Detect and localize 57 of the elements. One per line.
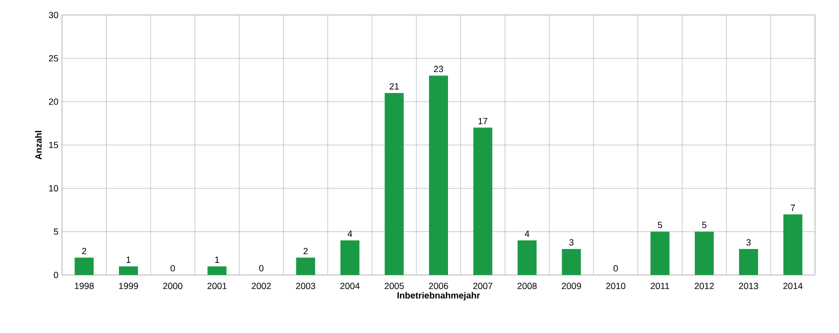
x-tick-label: 2009 bbox=[562, 282, 581, 290]
data-label: 3 bbox=[746, 239, 751, 246]
bar bbox=[208, 266, 227, 275]
bar bbox=[739, 249, 758, 275]
data-label: 17 bbox=[478, 118, 488, 124]
x-tick-label: 2003 bbox=[296, 282, 316, 290]
x-tick-label: 2005 bbox=[384, 282, 404, 290]
y-axis-title: Anzahl bbox=[35, 130, 42, 160]
y-tick-label: 30 bbox=[48, 12, 58, 18]
x-tick-label: 2014 bbox=[783, 282, 803, 290]
bar bbox=[118, 266, 138, 275]
x-tick-label: 2010 bbox=[606, 282, 626, 290]
x-tick-label: 2001 bbox=[208, 282, 227, 290]
data-label: 5 bbox=[658, 222, 662, 228]
bar bbox=[296, 258, 316, 275]
data-label: 3 bbox=[569, 239, 574, 246]
data-label: 2 bbox=[82, 248, 86, 254]
bar bbox=[340, 240, 360, 275]
y-tick-label: 10 bbox=[49, 185, 58, 192]
x-tick-label: 2011 bbox=[650, 282, 670, 290]
bar bbox=[694, 232, 714, 275]
x-tick-label: 2007 bbox=[473, 282, 492, 290]
x-tick-label: 1999 bbox=[119, 282, 138, 290]
bar bbox=[650, 232, 670, 275]
data-label: 4 bbox=[524, 230, 530, 237]
x-tick-label: 1998 bbox=[74, 282, 94, 290]
bar bbox=[783, 214, 802, 275]
data-label: 5 bbox=[702, 222, 706, 228]
bar bbox=[518, 240, 537, 275]
x-axis-title: Inbetriebnahmejahr bbox=[397, 292, 480, 300]
y-tick-label: 0 bbox=[54, 272, 58, 278]
data-label: 0 bbox=[614, 265, 618, 272]
x-tick-label: 2012 bbox=[694, 282, 714, 290]
data-label: 0 bbox=[259, 265, 264, 272]
data-label: 1 bbox=[126, 256, 130, 263]
data-label: 1 bbox=[215, 256, 220, 263]
y-tick-label: 20 bbox=[48, 98, 58, 105]
data-label: 2 bbox=[304, 248, 308, 254]
x-tick-label: 2000 bbox=[163, 282, 182, 290]
y-tick-label: 15 bbox=[49, 142, 58, 148]
bar bbox=[384, 93, 404, 275]
data-label: 23 bbox=[434, 66, 444, 72]
bar bbox=[473, 128, 492, 275]
y-tick-label: 25 bbox=[48, 55, 58, 62]
x-tick-label: 2006 bbox=[428, 282, 448, 290]
y-tick-label: 5 bbox=[54, 228, 58, 235]
x-tick-label: 2004 bbox=[340, 282, 360, 290]
x-tick-label: 2002 bbox=[252, 282, 271, 290]
data-label: 21 bbox=[390, 83, 399, 90]
bar bbox=[562, 249, 581, 275]
data-label: 0 bbox=[170, 265, 175, 272]
bar bbox=[74, 258, 94, 275]
data-label: 4 bbox=[348, 230, 352, 237]
x-tick-label: 2013 bbox=[739, 282, 758, 290]
bar bbox=[429, 76, 448, 275]
data-label: 7 bbox=[790, 204, 795, 211]
x-tick-label: 2008 bbox=[518, 282, 537, 290]
